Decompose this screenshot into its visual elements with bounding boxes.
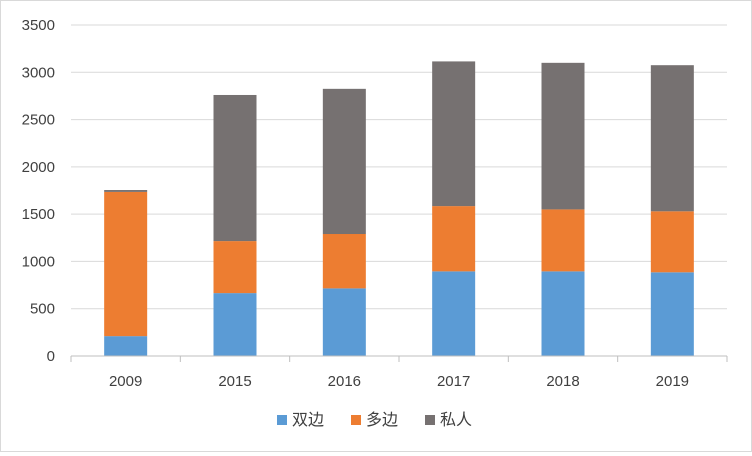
bar-segment <box>322 288 366 356</box>
bar-segment <box>213 293 257 356</box>
bar-segment <box>650 211 694 273</box>
bar-segment <box>541 271 585 356</box>
bar-segment <box>213 94 257 242</box>
legend-label: 双边 <box>292 411 324 429</box>
legend: 双边 多边 私人 <box>277 411 472 429</box>
x-tick-label: 2019 <box>656 373 689 390</box>
bar-segment <box>541 62 585 210</box>
x-tick-label: 2016 <box>328 373 361 390</box>
x-tick-label: 2017 <box>437 373 470 390</box>
bar-segment <box>432 206 476 272</box>
y-tick-label: 3500 <box>22 17 55 34</box>
y-tick-label: 2000 <box>22 159 55 176</box>
x-tick-label: 2015 <box>218 373 251 390</box>
bars <box>104 61 694 356</box>
bar-segment <box>432 61 476 207</box>
bar-segment <box>541 209 585 272</box>
bar-segment <box>104 336 148 356</box>
bar-segment <box>322 88 366 235</box>
y-tick-label: 0 <box>47 348 55 365</box>
y-tick-label: 1500 <box>22 206 55 223</box>
y-tick-label: 1000 <box>22 253 55 270</box>
bar-segment <box>650 65 694 212</box>
bar-segment <box>650 272 694 356</box>
y-tick-label: 3000 <box>22 64 55 81</box>
y-tick-label: 500 <box>30 301 55 318</box>
axes: 0 500 1000 1500 2000 2500 3000 3500 2009 2015 2016… <box>22 17 728 390</box>
x-tick-label: 2009 <box>109 373 142 390</box>
bar-segment <box>104 190 148 192</box>
legend-swatch <box>351 415 361 425</box>
legend-swatch <box>425 415 435 425</box>
bar-segment <box>104 191 148 337</box>
bar-segment <box>213 241 257 294</box>
gridlines <box>71 24 727 310</box>
legend-label: 私人 <box>440 411 472 429</box>
legend-swatch <box>277 415 287 425</box>
x-tick-label: 2018 <box>546 373 579 390</box>
bar-segment <box>322 234 366 289</box>
bar-segment <box>432 271 476 356</box>
legend-label: 多边 <box>366 411 398 429</box>
y-tick-label: 2500 <box>22 112 55 129</box>
